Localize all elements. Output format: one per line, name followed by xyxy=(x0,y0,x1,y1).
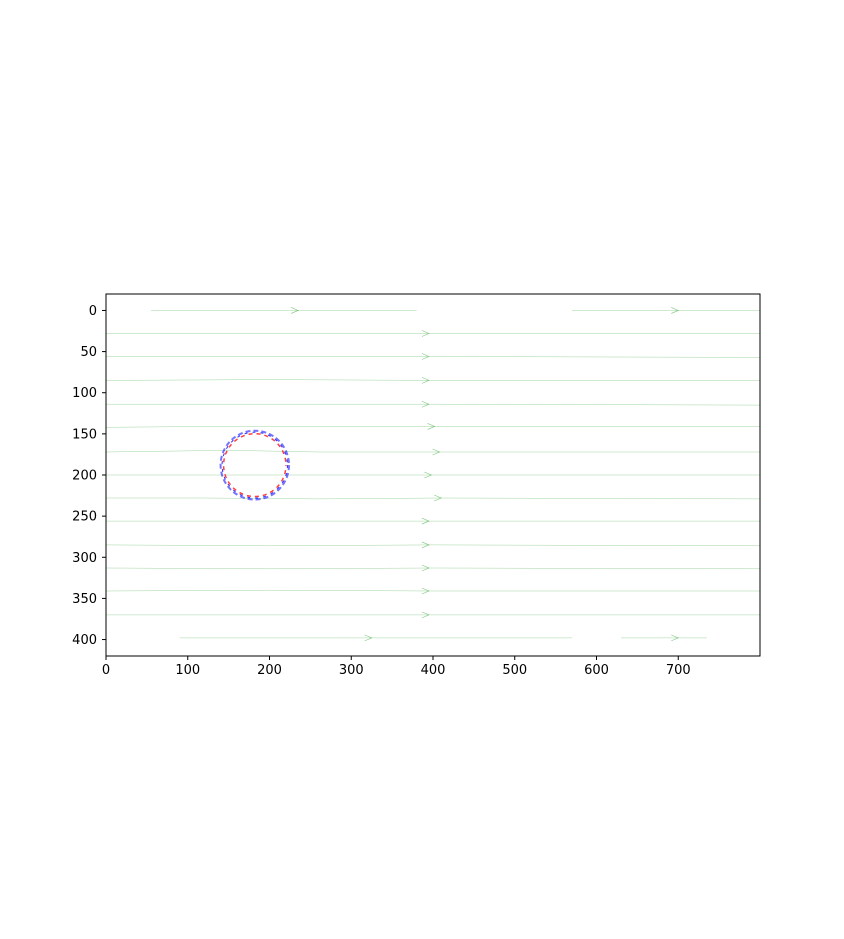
streamline-arrow xyxy=(421,353,430,360)
y-axis: 0 50 100 150 200 250 300 350 400 xyxy=(72,304,106,648)
y-tick-label: 100 xyxy=(72,386,97,401)
y-tick-label: 250 xyxy=(72,510,97,525)
x-tick-label: 0 xyxy=(102,663,110,678)
streamline-arrow xyxy=(421,400,430,408)
y-tick-label: 150 xyxy=(72,427,97,442)
streamline-arrow xyxy=(671,634,680,642)
x-axis: 0 100 200 300 400 500 600 700 xyxy=(102,656,691,678)
streamline-arrow xyxy=(421,541,430,549)
streamline-arrow xyxy=(424,471,433,479)
streamline-arrow xyxy=(421,564,430,572)
streamline-arrow xyxy=(421,517,430,525)
streamline xyxy=(105,544,761,547)
streamline-arrow xyxy=(421,377,430,384)
streamline-arrow xyxy=(364,634,373,642)
x-tick-label: 500 xyxy=(502,663,527,678)
streamline xyxy=(105,426,760,428)
obstacle-circle xyxy=(219,429,290,501)
y-tick-label: 300 xyxy=(72,551,97,566)
y-tick-label: 350 xyxy=(72,592,97,607)
streamlines-layer xyxy=(105,307,761,642)
obstacle-ring-outer xyxy=(219,429,290,501)
obstacle-ring-mid xyxy=(221,431,288,499)
y-tick-label: 50 xyxy=(80,345,97,360)
plot-area xyxy=(105,293,761,657)
streamline-arrow xyxy=(432,448,441,456)
streamline-arrow xyxy=(421,330,430,337)
streamline-arrow xyxy=(434,494,442,502)
x-tick-label: 300 xyxy=(339,663,364,678)
streamline xyxy=(106,403,761,406)
x-tick-label: 100 xyxy=(175,663,200,678)
streamline xyxy=(105,589,760,592)
axes-background xyxy=(106,294,760,656)
streamline-arrow xyxy=(290,307,299,314)
x-tick-label: 200 xyxy=(257,663,282,678)
streamline xyxy=(105,450,760,453)
y-tick-label: 200 xyxy=(72,469,97,484)
x-tick-label: 700 xyxy=(666,663,691,678)
streamline xyxy=(106,356,761,358)
x-tick-label: 400 xyxy=(421,663,446,678)
streamline xyxy=(105,379,760,381)
streamline xyxy=(105,567,761,570)
y-tick-label: 0 xyxy=(89,304,97,319)
streamline-arrow xyxy=(421,587,430,595)
streamline-arrow xyxy=(671,307,680,314)
streamline-arrow xyxy=(421,611,430,619)
streamline-arrow xyxy=(427,423,436,430)
y-tick-label: 400 xyxy=(72,633,97,648)
obstacle-ring-inner xyxy=(222,432,287,498)
x-tick-label: 600 xyxy=(584,663,609,678)
streamline xyxy=(106,497,761,500)
